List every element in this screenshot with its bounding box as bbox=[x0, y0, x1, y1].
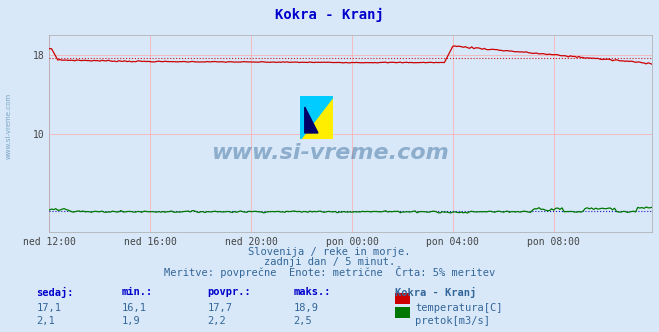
Polygon shape bbox=[300, 96, 333, 139]
Text: Slovenija / reke in morje.: Slovenija / reke in morje. bbox=[248, 247, 411, 257]
Text: min.:: min.: bbox=[122, 287, 153, 297]
Text: 16,1: 16,1 bbox=[122, 303, 147, 313]
Text: povpr.:: povpr.: bbox=[208, 287, 251, 297]
Text: pretok[m3/s]: pretok[m3/s] bbox=[415, 316, 490, 326]
Text: temperatura[C]: temperatura[C] bbox=[415, 303, 503, 313]
Text: Meritve: povprečne  Enote: metrične  Črta: 5% meritev: Meritve: povprečne Enote: metrične Črta:… bbox=[164, 266, 495, 278]
Text: www.si-vreme.com: www.si-vreme.com bbox=[211, 143, 448, 163]
Text: Kokra - Kranj: Kokra - Kranj bbox=[275, 8, 384, 23]
Text: 17,7: 17,7 bbox=[208, 303, 233, 313]
Text: 2,1: 2,1 bbox=[36, 316, 55, 326]
Text: 18,9: 18,9 bbox=[293, 303, 318, 313]
Text: zadnji dan / 5 minut.: zadnji dan / 5 minut. bbox=[264, 257, 395, 267]
Text: 17,1: 17,1 bbox=[36, 303, 61, 313]
Text: 1,9: 1,9 bbox=[122, 316, 140, 326]
Text: 2,5: 2,5 bbox=[293, 316, 312, 326]
Text: www.si-vreme.com: www.si-vreme.com bbox=[5, 93, 11, 159]
Polygon shape bbox=[300, 96, 333, 139]
Text: maks.:: maks.: bbox=[293, 287, 331, 297]
Polygon shape bbox=[304, 107, 318, 133]
Text: sedaj:: sedaj: bbox=[36, 287, 74, 298]
Text: Kokra - Kranj: Kokra - Kranj bbox=[395, 287, 476, 298]
Text: 2,2: 2,2 bbox=[208, 316, 226, 326]
